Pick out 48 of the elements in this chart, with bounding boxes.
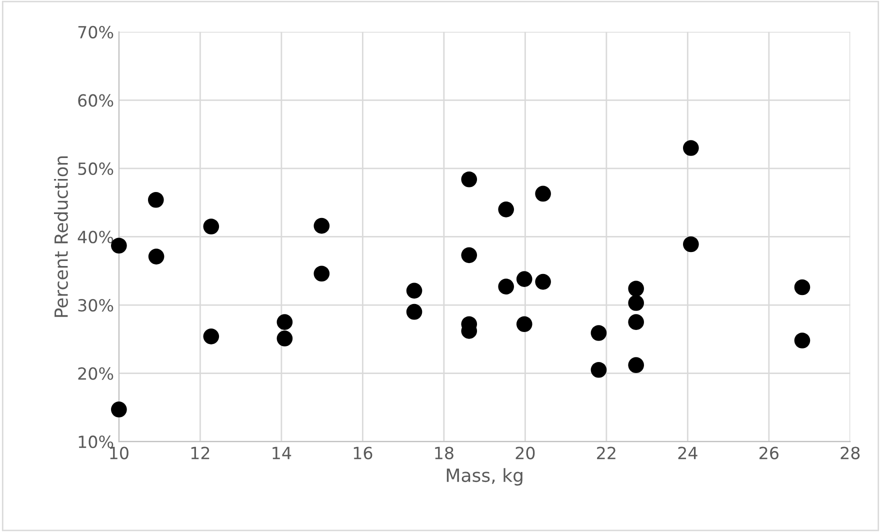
point <box>461 247 478 264</box>
point <box>203 328 220 344</box>
x-tick-label: 26 <box>760 446 778 460</box>
point <box>628 314 644 330</box>
y-axis-title: Percent Reduction <box>54 156 68 317</box>
y-tick-label: 60% <box>78 94 114 107</box>
point <box>406 304 422 320</box>
y-tick-label: 10% <box>78 436 114 448</box>
point <box>276 314 293 330</box>
point <box>535 186 551 202</box>
point <box>203 218 220 234</box>
x-tick-label: 24 <box>678 446 698 460</box>
point <box>148 192 164 208</box>
point <box>498 278 514 294</box>
x-tick-label: 16 <box>354 446 372 460</box>
point <box>794 279 810 296</box>
x-tick-label: 12 <box>191 446 210 460</box>
point <box>148 248 164 264</box>
point <box>314 266 330 282</box>
x-tick-label: 28 <box>840 446 860 460</box>
point <box>516 271 532 287</box>
x-tick-label: 22 <box>597 446 616 460</box>
point <box>628 280 644 297</box>
x-tick-label: 20 <box>516 446 535 460</box>
point <box>590 362 607 378</box>
x-axis-title: Mass, kg <box>446 468 522 486</box>
point <box>628 357 644 374</box>
x-tick-label: 18 <box>435 446 454 460</box>
x-tick-label: 10 <box>110 446 128 460</box>
y-tick-label: 40% <box>78 230 114 244</box>
y-tick-label: 70% <box>78 26 114 38</box>
point <box>535 274 551 290</box>
point <box>498 202 514 218</box>
point <box>406 282 422 299</box>
y-tick-label: 20% <box>78 367 114 380</box>
y-tick-label: 30% <box>78 298 114 312</box>
y-tick-label: 50% <box>78 162 114 176</box>
point <box>276 330 293 346</box>
point <box>111 402 127 418</box>
point <box>628 295 644 311</box>
point <box>683 236 699 252</box>
point <box>516 316 532 332</box>
point <box>314 218 330 234</box>
point <box>683 140 699 156</box>
x-tick-label: 14 <box>272 446 292 460</box>
point <box>794 332 810 348</box>
point <box>461 171 478 188</box>
point <box>590 325 607 341</box>
